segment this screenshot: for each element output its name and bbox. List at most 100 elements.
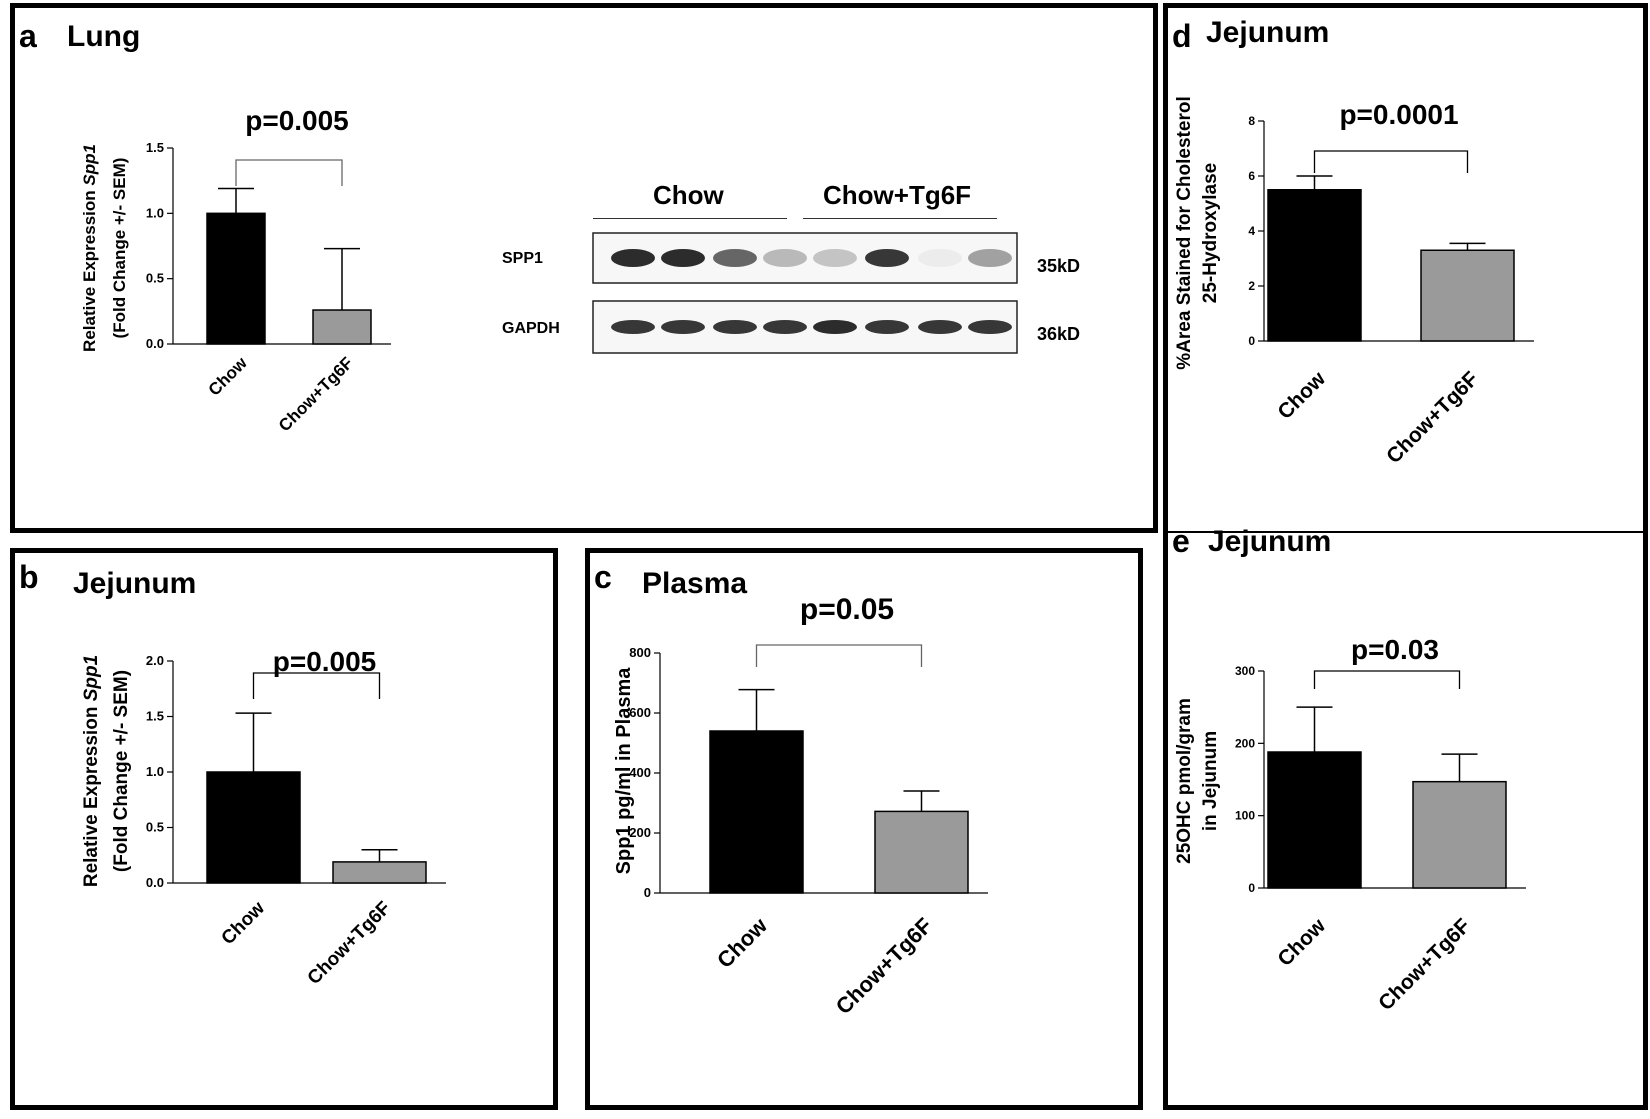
category-label: Chow (218, 898, 270, 950)
bar-chow (206, 212, 266, 345)
bar-chow (206, 771, 301, 884)
y-tick-label: 200 (629, 825, 651, 840)
bar-chow-tg6f (332, 861, 427, 884)
bar-chow-tg6f (1420, 249, 1515, 342)
blot-band (865, 320, 909, 334)
category-label: Chow+Tg6F (1382, 367, 1483, 468)
y-tick-label: 400 (629, 765, 651, 780)
blot-band (661, 320, 705, 334)
y-tick-label: 0 (1248, 881, 1255, 895)
category-label: Chow (712, 912, 773, 973)
blot-membrane (592, 232, 1018, 354)
y-tick-label: 0.0 (146, 336, 164, 351)
chart-d: 0 2 4 6 8 Chow Chow+Tg6F p=0.0001 %Area Stained … (1174, 96, 1534, 468)
y-axis-label-line2: in Jejunum (1200, 731, 1221, 831)
y-tick-label: 0.5 (146, 271, 164, 286)
chart-b: 0.0 0.5 1.0 1.5 2.0 Chow Chow+Tg6F p=0.005 Relat… (81, 646, 446, 989)
category-label: Chow+Tg6F (831, 913, 937, 1019)
y-tick-label: 2.0 (146, 653, 164, 668)
y-tick-label: 0 (1248, 334, 1255, 348)
y-tick-label: 2 (1248, 279, 1255, 293)
panel-letter: e (1172, 523, 1190, 559)
y-axis-label-part: Spp1 (81, 655, 102, 701)
blot-size-spp1: 35kD (1037, 256, 1081, 276)
blot-band (813, 320, 857, 334)
blot-band (611, 320, 655, 334)
blot-band (918, 249, 962, 267)
blot-band (661, 249, 705, 267)
p-value: p=0.005 (273, 646, 377, 677)
category-label: Chow+Tg6F (304, 898, 395, 989)
panel-title: Jejunum (1208, 525, 1332, 558)
blot-row-label-spp1: SPP1 (502, 250, 543, 267)
blot-band (865, 249, 909, 267)
y-tick-label: 100 (1235, 809, 1255, 823)
panel-d: d Jejunum 0 2 4 6 8 Chow Chow+Tg6F p=0.0001 %Are… (1163, 3, 1648, 533)
p-value: p=0.0001 (1339, 99, 1458, 130)
bar-chow-tg6f (874, 810, 969, 894)
y-axis-label: Relative Expression Spp1 (81, 655, 102, 887)
panel-title: Jejunum (1206, 16, 1330, 49)
bar-chow (1267, 751, 1362, 889)
blot-band (713, 320, 757, 334)
y-axis-label: Spp1 pg/ml in Plasma (613, 667, 635, 875)
panel-b: b Jejunum 0.0 0.5 1.0 1.5 2.0 Chow Chow+Tg6F p=… (10, 548, 558, 1110)
y-tick-label: 300 (1235, 664, 1255, 678)
chart-c: 0 200 400 600 800 Chow Chow+Tg6F p=0.05 Spp1 pg/… (613, 593, 988, 1019)
y-tick-label: 200 (1235, 736, 1255, 750)
blot-band (813, 249, 857, 267)
blot-group-chow: Chow (653, 180, 724, 210)
significance-bracket (755, 644, 923, 667)
y-tick-label: 1.0 (146, 205, 164, 220)
blot-row-label-gapdh: GAPDH (502, 320, 560, 337)
p-value: p=0.03 (1351, 634, 1439, 665)
y-tick-label: 6 (1248, 169, 1255, 183)
panel-letter: d (1172, 18, 1192, 54)
blot-size-gapdh: 36kD (1037, 324, 1081, 344)
panel-letter: a (19, 18, 37, 54)
y-tick-label: 8 (1248, 114, 1255, 128)
blot-group-line-chow (593, 218, 787, 219)
y-tick-label: 1.5 (146, 140, 164, 155)
y-tick-label: 1.5 (146, 709, 164, 724)
blot-band (918, 320, 962, 334)
y-tick-label: 1.0 (146, 764, 164, 779)
blot-band (611, 249, 655, 267)
panel-title: Plasma (642, 567, 748, 600)
panel-letter: b (19, 559, 39, 595)
p-value: p=0.05 (800, 593, 894, 626)
y-tick-label: 0.5 (146, 820, 164, 835)
blot-group-tg6f: Chow+Tg6F (823, 180, 972, 210)
panel-title: Lung (67, 20, 141, 53)
p-value: p=0.005 (245, 105, 349, 136)
y-tick-label: 0.0 (146, 875, 164, 890)
y-tick-label: 4 (1248, 224, 1255, 238)
blot-band (713, 249, 757, 267)
panel-letter: c (594, 559, 612, 595)
bar-chow (709, 730, 804, 894)
y-axis-label: %Area Stained for Cholesterol (1174, 96, 1195, 369)
blot-band (763, 249, 807, 267)
y-axis-label: Relative Expression Spp1 (80, 144, 99, 352)
significance-bracket (252, 672, 381, 699)
y-axis-label-line2: (Fold Change +/- SEM) (111, 670, 132, 872)
significance-bracket (1313, 670, 1461, 689)
blot-band (968, 249, 1012, 267)
y-axis-label-part: Relative Expression (81, 701, 102, 887)
bar-chow-tg6f (312, 309, 372, 345)
y-axis-label-part: Relative Expression (80, 186, 99, 352)
category-label: Chow+Tg6F (1374, 914, 1475, 1015)
y-axis-label: 25OHC pmol/gram (1174, 698, 1195, 864)
y-tick-label: 600 (629, 705, 651, 720)
panel-e: e Jejunum 0 100 200 300 Chow Chow+Tg6F p=0.03 2… (1163, 525, 1648, 1110)
chart-e: 0 100 200 300 Chow Chow+Tg6F p=0.03 25OHC pmol/… (1174, 634, 1526, 1015)
y-tick-label: 800 (629, 645, 651, 660)
y-axis-label-line2: (Fold Change +/- SEM) (110, 158, 129, 339)
y-axis-label-part: Spp1 (80, 144, 99, 186)
category-label: Chow (1273, 367, 1330, 424)
panel-title: Jejunum (73, 567, 197, 600)
blot-band (968, 320, 1012, 334)
y-axis-label-line2: 25-Hydroxylase (1200, 163, 1221, 303)
blot-band (763, 320, 807, 334)
